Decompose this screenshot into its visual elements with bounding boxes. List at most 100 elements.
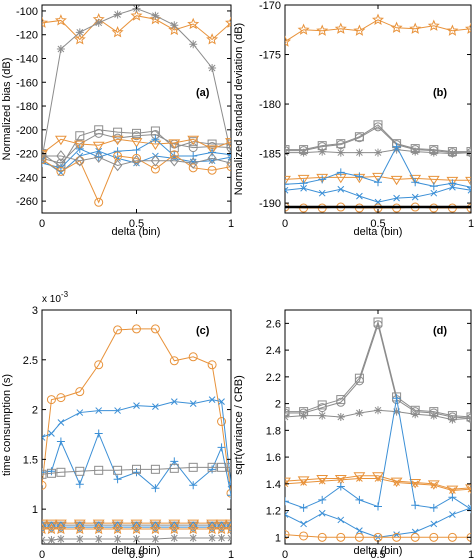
- panel-a-series-6-point: [227, 153, 231, 161]
- panel-c-series-3-point: [169, 463, 179, 473]
- panel-c-series-3-point: [94, 465, 104, 475]
- panel-c-series-1-point: [170, 398, 178, 405]
- panel-a-series-5-point: [75, 144, 84, 153]
- panel-c-series-7-point: [149, 522, 162, 535]
- panel-d-series-2-point: [299, 411, 308, 420]
- panel-b-series-2-point: [373, 122, 383, 132]
- panel-d-series-7-point: [285, 530, 290, 540]
- panel-b-xtick-label: 1: [468, 218, 474, 230]
- panel-a-series-8-point: [207, 152, 217, 165]
- panel-c-series-7-point: [45, 522, 58, 535]
- panel-b-xtick-label: 0.5: [370, 218, 385, 230]
- panel-c-series-5-point: [215, 519, 228, 530]
- panel-b-series-6-point: [393, 194, 400, 202]
- panel-c-series-5-point: [42, 519, 48, 530]
- panel-a-series-8-line: [42, 155, 231, 166]
- panel-c-series-8-point: [217, 534, 226, 543]
- panel-c-series-0-point: [169, 356, 179, 366]
- panel-c-ytick-label: 2: [32, 405, 38, 417]
- panel-b-series-4-point: [390, 175, 403, 186]
- panel-c-ytick-label: 1.5: [23, 454, 38, 466]
- panel-c-series-8-point: [94, 535, 103, 544]
- panel-a-series-3-point: [132, 131, 141, 141]
- panel-c-series-0-point: [188, 352, 198, 362]
- panel-d-series-0-point: [336, 395, 346, 405]
- panel-d-series-4-point: [318, 477, 326, 485]
- panel-b-series-5-point: [448, 179, 457, 188]
- panel-d-series-4-point: [430, 481, 438, 489]
- panel-d-series-7-line: [285, 534, 471, 538]
- panel-c-series-5-point: [92, 519, 105, 530]
- panel-a-ytick-label: -160: [16, 77, 38, 89]
- panel-d-series-1-point: [317, 403, 327, 413]
- panel-c-series-6-point: [56, 521, 66, 533]
- panel-a-series-3-point: [94, 128, 104, 138]
- panel-c-xtick-label: 0.5: [129, 549, 144, 558]
- panel-b-series-5-point: [392, 142, 401, 151]
- panel-c-series-7-point: [54, 522, 67, 535]
- panel-c-series-2-point: [189, 481, 198, 490]
- panel-a-series-0-point: [206, 33, 219, 45]
- panel-d-ytick-label: 1.8: [266, 425, 281, 437]
- panel-c-series-1-point: [189, 400, 197, 407]
- panel-c-series-5-point: [149, 519, 162, 530]
- panel-a-series-8-point: [94, 151, 104, 163]
- panel-c-series-1-point: [48, 430, 55, 437]
- panel-c-series-5-point: [130, 519, 143, 530]
- panel-d-series-3-point: [316, 474, 329, 485]
- panel-c-series-8-point: [208, 534, 217, 543]
- panel-c-series-5-point: [45, 519, 58, 530]
- panel-c-series-6-point: [169, 521, 179, 533]
- panel-a-series-0-point: [42, 16, 49, 28]
- panel-a-series-1-point: [189, 40, 198, 49]
- panel-c-series-3-point: [207, 462, 217, 472]
- panel-a-series-0-point: [187, 17, 200, 30]
- panel-a-series-8-point: [226, 157, 231, 169]
- panel-a-series-7-point: [188, 163, 198, 173]
- panel-d-ytick-label: 1: [275, 532, 281, 544]
- panel-d-series-5-point: [429, 503, 438, 512]
- panel-c-series-3-point: [56, 467, 66, 477]
- panel-d-series-4-point: [411, 480, 419, 488]
- panel-b-series-2-point: [285, 146, 290, 156]
- panel-a-series-4-point: [73, 140, 86, 151]
- panel-d-series-1-line: [285, 322, 471, 419]
- panel-c-series-1-point: [218, 398, 225, 405]
- panel-a-ytick-label: -120: [16, 30, 38, 42]
- panel-c-series-7-point: [187, 522, 200, 535]
- panel-d-series-2-point: [355, 408, 364, 417]
- panel-c-series-0-point: [113, 325, 123, 335]
- panel-a-series-4-point: [54, 135, 67, 146]
- panel-c-series-6-point: [188, 521, 198, 533]
- panel-d-series-0-point: [317, 400, 327, 410]
- panel-b-series-0-point: [297, 23, 310, 35]
- panel-c-series-3-point: [113, 465, 123, 475]
- panel-c-series-2-point: [94, 429, 103, 438]
- panel-c-series-2-point: [47, 467, 56, 476]
- panel-d-series-3-point: [297, 476, 310, 486]
- panel-d-label: (d): [433, 325, 447, 337]
- panel-d-series-5-point: [374, 502, 382, 511]
- panel-a-series-4-point: [168, 139, 181, 149]
- panel-c-series-2-point: [208, 465, 217, 474]
- panel-d-ytick-label: 2.6: [266, 318, 281, 330]
- panel-d-series-2-point: [285, 412, 289, 421]
- panel-a-series-7-point: [132, 153, 141, 163]
- panel-c-series-5-point: [111, 519, 124, 530]
- panel-c-series-7-point: [130, 522, 143, 535]
- panel-b-series-0-point: [353, 24, 366, 36]
- panel-d-series-4-point: [467, 485, 471, 493]
- panel-b-series-3-point: [411, 147, 420, 156]
- panel-a-series-2-point: [226, 139, 231, 149]
- panel-c-series-5-point: [225, 519, 231, 530]
- panel-a-ytick-label: -260: [16, 196, 38, 208]
- panel-d-series-2-point: [448, 415, 457, 424]
- panel-b-series-3-point: [429, 148, 438, 157]
- panel-d-series-2-point: [467, 414, 471, 423]
- panel-d-series-6-point: [449, 511, 456, 518]
- panel-c-series-8-point: [189, 534, 198, 543]
- panel-a-series-7-point: [56, 166, 66, 176]
- panel-c-series-2-point: [56, 437, 65, 446]
- panel-b-series-5-point: [318, 175, 327, 184]
